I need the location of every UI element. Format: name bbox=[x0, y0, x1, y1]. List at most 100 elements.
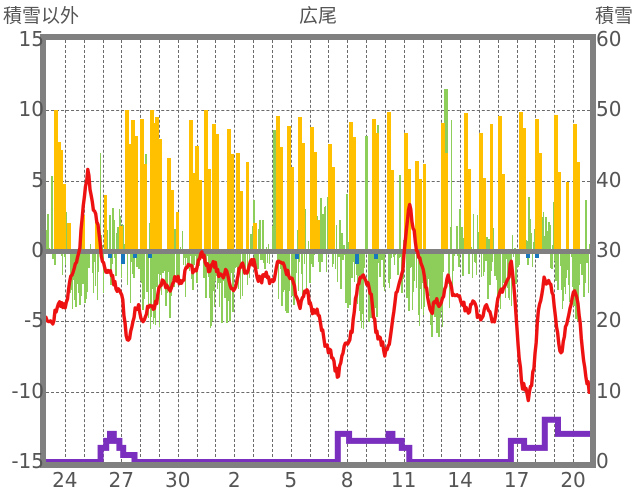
green-spike bbox=[483, 251, 486, 272]
green-spike bbox=[142, 251, 144, 311]
orange-bar bbox=[467, 169, 471, 251]
green-spike bbox=[554, 251, 556, 261]
orange-bar bbox=[375, 133, 379, 251]
orange-bar bbox=[328, 144, 333, 251]
orange-bar bbox=[134, 135, 138, 251]
green-spike bbox=[580, 251, 582, 264]
orange-bar bbox=[153, 123, 157, 251]
green-spike bbox=[170, 251, 172, 296]
green-spike bbox=[545, 217, 547, 251]
green-spike bbox=[504, 251, 507, 299]
green-spike bbox=[210, 251, 213, 327]
green-spike bbox=[89, 244, 92, 251]
right-tick-label: 50 bbox=[596, 97, 622, 122]
green-spike bbox=[498, 251, 500, 295]
green-spike bbox=[342, 251, 344, 261]
right-tick-label: 20 bbox=[596, 308, 622, 333]
purple-snow-depth-line bbox=[46, 416, 590, 462]
orange-bar bbox=[386, 111, 391, 251]
green-spike bbox=[148, 222, 151, 251]
green-spike bbox=[309, 251, 311, 283]
blue-bar bbox=[373, 251, 378, 260]
x-tick-label: 2 bbox=[227, 468, 241, 492]
green-spike bbox=[169, 251, 171, 318]
green-spike bbox=[278, 251, 281, 265]
green-spike bbox=[564, 251, 567, 294]
orange-bar bbox=[236, 152, 241, 251]
green-spike bbox=[257, 251, 259, 269]
green-spike bbox=[472, 214, 475, 251]
green-spike bbox=[351, 251, 353, 278]
green-spike bbox=[118, 209, 121, 251]
green-spike bbox=[267, 244, 270, 251]
green-spike bbox=[64, 251, 67, 266]
orange-bar bbox=[558, 171, 562, 251]
green-spike bbox=[529, 219, 532, 251]
right-axis-title: 積雪 bbox=[594, 5, 633, 27]
green-spike bbox=[271, 225, 274, 251]
green-spike bbox=[256, 251, 258, 268]
green-spike bbox=[456, 225, 458, 251]
green-spike bbox=[555, 251, 557, 281]
green-spike bbox=[462, 251, 464, 276]
plot-area bbox=[46, 40, 590, 462]
green-spike bbox=[585, 199, 587, 251]
green-spike bbox=[179, 246, 182, 251]
green-spike bbox=[486, 237, 488, 251]
green-spike bbox=[304, 208, 307, 251]
green-spike bbox=[365, 135, 368, 251]
orange-bar bbox=[208, 169, 212, 251]
green-spike bbox=[166, 251, 168, 294]
green-spike bbox=[586, 251, 588, 263]
green-spike bbox=[76, 251, 78, 284]
green-spike bbox=[475, 251, 478, 276]
green-spike bbox=[325, 251, 328, 273]
right-tick-label: 0 bbox=[596, 449, 609, 473]
green-spike bbox=[212, 251, 215, 292]
left-tick-label: 5 bbox=[31, 167, 44, 192]
green-spike bbox=[69, 251, 72, 293]
blue-bar bbox=[526, 251, 530, 258]
green-spike bbox=[577, 251, 579, 321]
blue-bar bbox=[535, 251, 540, 258]
green-spike bbox=[84, 251, 86, 304]
green-spike bbox=[239, 251, 242, 299]
orange-bar bbox=[490, 124, 494, 251]
green-spike bbox=[236, 251, 239, 274]
green-spike bbox=[54, 251, 56, 265]
orange-bar bbox=[63, 184, 67, 251]
blue-bar bbox=[108, 251, 113, 258]
green-spike bbox=[71, 251, 74, 309]
green-spike bbox=[101, 245, 104, 251]
green-spike bbox=[589, 245, 590, 251]
green-spike bbox=[432, 251, 434, 303]
green-spike bbox=[393, 251, 396, 265]
green-spike bbox=[332, 251, 335, 265]
orange-bar bbox=[501, 174, 505, 251]
green-spike bbox=[571, 251, 574, 288]
green-spike bbox=[488, 239, 490, 251]
green-spike bbox=[497, 251, 499, 298]
green-spike bbox=[573, 251, 575, 307]
green-spike bbox=[417, 251, 420, 316]
horizontal-gridline bbox=[46, 110, 590, 112]
orange-bar bbox=[189, 120, 194, 251]
orange-bar bbox=[302, 143, 306, 251]
green-spike bbox=[583, 251, 585, 298]
green-spike bbox=[413, 251, 416, 281]
green-spike bbox=[165, 251, 167, 307]
green-spike bbox=[468, 251, 470, 274]
green-spike bbox=[549, 225, 551, 251]
green-spike bbox=[518, 251, 520, 265]
green-spike bbox=[434, 251, 436, 317]
green-spike bbox=[341, 233, 343, 251]
orange-bar bbox=[226, 128, 231, 251]
green-spike bbox=[442, 251, 445, 273]
green-spike bbox=[79, 251, 81, 305]
green-spike bbox=[375, 251, 377, 278]
orange-bar bbox=[482, 178, 486, 251]
green-spike bbox=[501, 251, 504, 291]
green-spike bbox=[47, 213, 49, 251]
x-tick-label: 30 bbox=[165, 468, 191, 492]
green-spike bbox=[502, 251, 505, 283]
